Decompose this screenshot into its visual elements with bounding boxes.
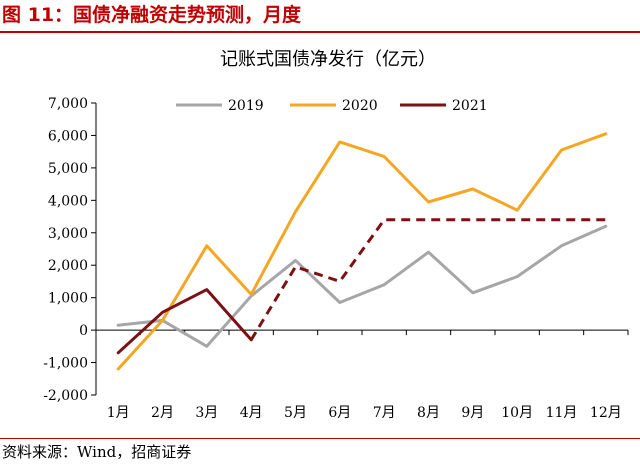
chart-title: 记账式国债净发行（亿元）: [220, 49, 436, 70]
series-line-2021: [116, 288, 253, 355]
chart: 记账式国债净发行（亿元） 2019 2020 2021 -2,000 -1,000…: [43, 49, 629, 421]
y-tick-label: -1,000: [43, 356, 88, 372]
y-tick-label: 6,000: [48, 128, 88, 144]
series-2021-dashed: [249, 218, 606, 341]
series-layer: [116, 132, 608, 371]
y-tick-label: 1,000: [48, 291, 88, 307]
title-rule: [0, 31, 640, 33]
figure-title: 图 11：国债净融资走势预测，月度: [2, 4, 302, 26]
x-tick-label: 6月: [328, 405, 351, 421]
x-tick-label: 5月: [284, 405, 307, 421]
y-tick-label: -2,000: [43, 388, 88, 404]
x-tick-label: 12月: [590, 405, 622, 421]
series-line-2021-forecast: [249, 218, 606, 341]
legend-label-2019: 2019: [228, 98, 264, 114]
x-tick-label: 4月: [240, 405, 263, 421]
x-tick-label: 3月: [195, 405, 218, 421]
y-tick-label: 2,000: [48, 258, 88, 274]
source-rule: [0, 438, 640, 439]
series-2021-solid: [116, 288, 253, 355]
series-line-2020: [116, 132, 608, 371]
legend-label-2021: 2021: [452, 98, 488, 114]
x-tick-label: 1月: [107, 405, 130, 421]
x-axis: 1月 2月 3月 4月 5月 6月 7月 8月 9月 10月 11月 12月: [95, 329, 629, 421]
y-tick-label: 3,000: [48, 226, 88, 242]
x-tick-label: 10月: [501, 405, 533, 421]
source-note: 资料来源：Wind，招商证券: [2, 443, 192, 461]
x-tick-label: 9月: [461, 405, 484, 421]
series-line-2019: [116, 224, 608, 348]
y-tick-label: 4,000: [48, 193, 88, 209]
legend-label-2020: 2020: [342, 98, 378, 114]
x-tick-label: 8月: [417, 405, 440, 421]
series-2020-solid: [116, 132, 608, 371]
y-axis: -2,000 -1,000 0 1,000 2,000 3,000 4,000 5,000 6,…: [43, 96, 97, 404]
x-tick-label: 2月: [151, 405, 174, 421]
legend: 2019 2020 2021: [176, 98, 488, 114]
y-tick-label: 0: [79, 323, 88, 339]
x-tick-label: 7月: [373, 405, 396, 421]
y-tick-label: 5,000: [48, 161, 88, 177]
series-2019-solid: [116, 224, 608, 348]
y-tick-label: 7,000: [48, 96, 88, 112]
x-tick-label: 11月: [546, 405, 578, 421]
